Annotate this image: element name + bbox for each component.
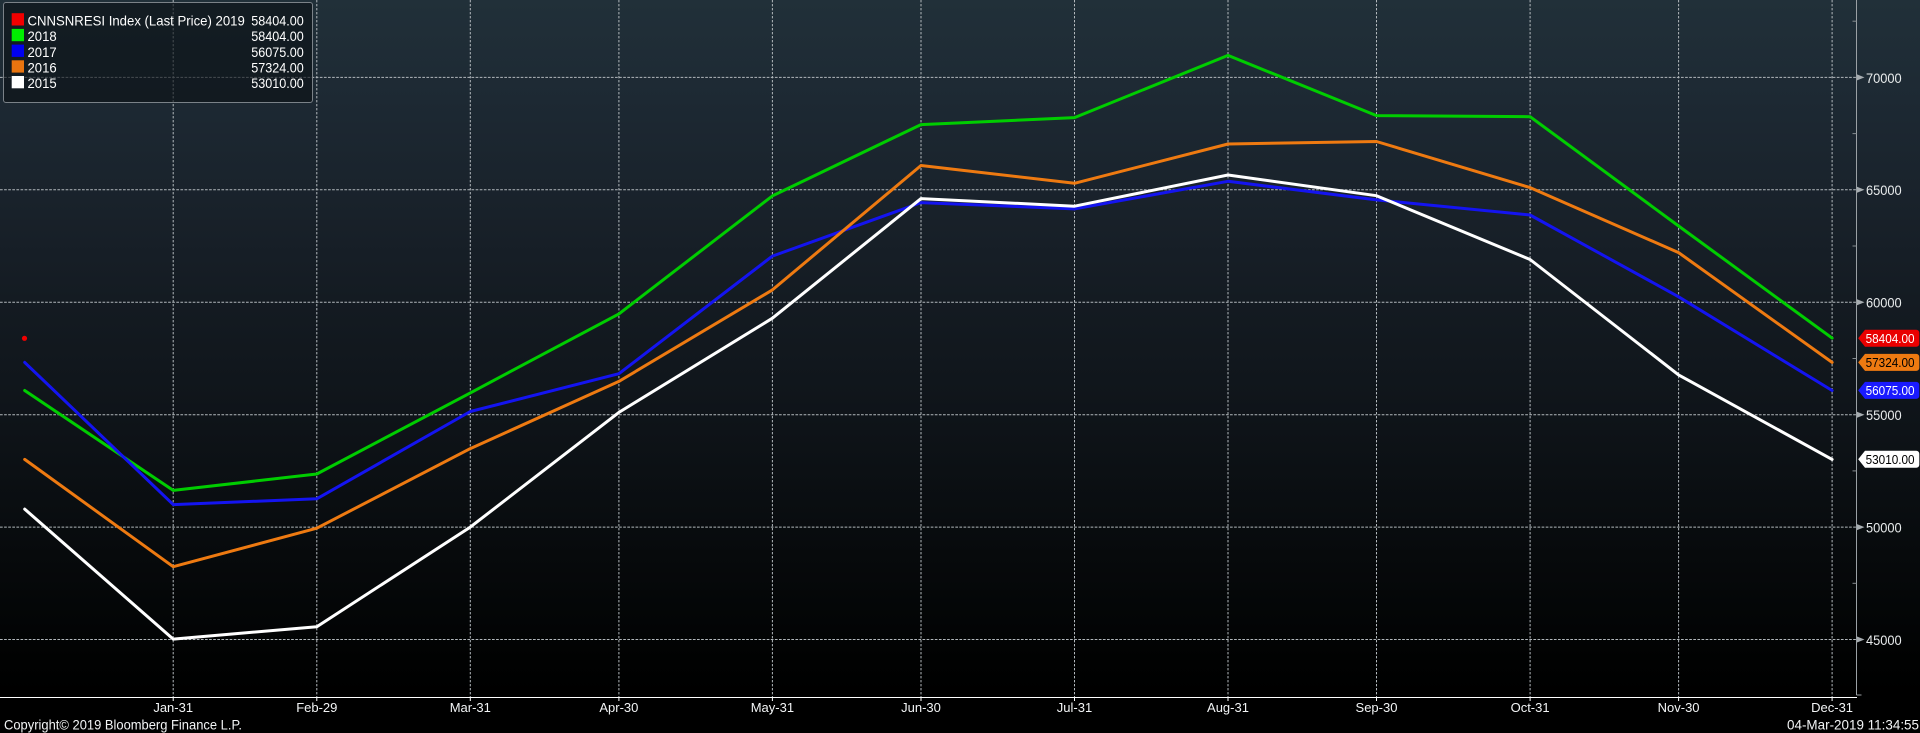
svg-text:2018: 2018 (28, 28, 57, 44)
svg-text:56075.00: 56075.00 (251, 44, 304, 60)
svg-text:2017: 2017 (28, 44, 57, 60)
svg-text:May-31: May-31 (751, 700, 794, 715)
svg-text:Aug-31: Aug-31 (1207, 700, 1249, 715)
svg-text:57324.00: 57324.00 (251, 60, 304, 76)
svg-text:58404.00: 58404.00 (1866, 331, 1915, 346)
svg-text:50000: 50000 (1866, 520, 1902, 536)
svg-text:CNNSNRESI Index (Last Price) 2: CNNSNRESI Index (Last Price) 2019 (28, 12, 245, 28)
svg-text:Jul-31: Jul-31 (1057, 700, 1092, 715)
svg-text:Jan-31: Jan-31 (153, 700, 193, 715)
svg-text:Oct-31: Oct-31 (1511, 700, 1550, 715)
svg-text:45000: 45000 (1866, 632, 1902, 648)
svg-text:60000: 60000 (1866, 295, 1902, 311)
svg-text:53010.00: 53010.00 (1866, 452, 1915, 467)
svg-text:Mar-31: Mar-31 (450, 700, 491, 715)
svg-text:Sep-30: Sep-30 (1356, 700, 1398, 715)
svg-text:53010.00: 53010.00 (251, 75, 304, 91)
svg-text:04-Mar-2019 11:34:55: 04-Mar-2019 11:34:55 (1787, 717, 1919, 733)
svg-text:65000: 65000 (1866, 182, 1902, 198)
svg-text:70000: 70000 (1866, 70, 1902, 86)
svg-text:Dec-31: Dec-31 (1811, 700, 1853, 715)
svg-text:Copyright© 2019 Bloomberg Fina: Copyright© 2019 Bloomberg Finance L.P. (4, 717, 242, 733)
svg-text:Nov-30: Nov-30 (1658, 700, 1700, 715)
svg-text:55000: 55000 (1866, 407, 1902, 423)
svg-text:Jun-30: Jun-30 (901, 700, 941, 715)
svg-text:57324.00: 57324.00 (1866, 355, 1915, 370)
svg-text:2015: 2015 (28, 75, 57, 91)
svg-text:58404.00: 58404.00 (251, 12, 304, 28)
svg-text:56075.00: 56075.00 (1866, 383, 1915, 398)
svg-text:58404.00: 58404.00 (251, 28, 304, 44)
svg-text:Apr-30: Apr-30 (599, 700, 638, 715)
svg-text:Feb-29: Feb-29 (296, 700, 337, 715)
svg-text:2016: 2016 (28, 60, 57, 76)
